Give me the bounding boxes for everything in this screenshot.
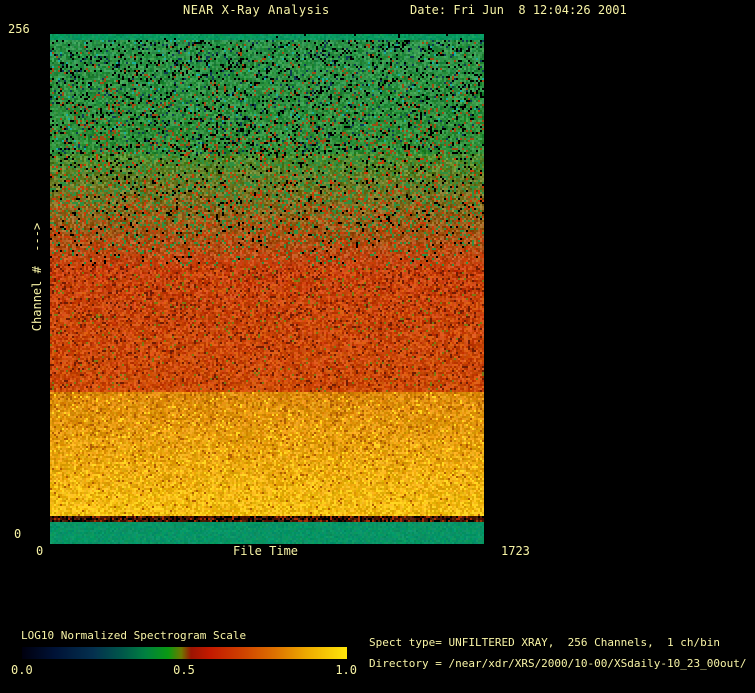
y-axis-min-label: 0 [14,527,22,541]
colorbar-title: LOG10 Normalized Spectrogram Scale [21,629,247,642]
colorbar-tick-max: 1.0 [335,663,357,677]
x-axis-min-label: 0 [36,544,44,558]
directory-line: Directory = /near/xdr/XRS/2000/10-00/XSd… [369,657,747,670]
colorbar-gradient [22,647,347,659]
page-title: NEAR X-Ray Analysis [183,3,330,17]
colorbar-tick-mid: 0.5 [173,663,195,677]
spectrogram-canvas [50,34,484,544]
y-axis-label: Channel # ---> [30,222,44,332]
x-axis-label: File Time [233,544,299,558]
colorbar-tick-min: 0.0 [11,663,33,677]
colorbar-ticks: 0.0 0.5 1.0 [11,663,357,677]
y-axis-max-label: 256 [8,22,30,36]
header-date: Date: Fri Jun 8 12:04:26 2001 [410,3,627,17]
x-axis-max-label: 1723 [501,544,530,558]
spect-type-line: Spect type= UNFILTERED XRAY, 256 Channel… [369,636,720,649]
